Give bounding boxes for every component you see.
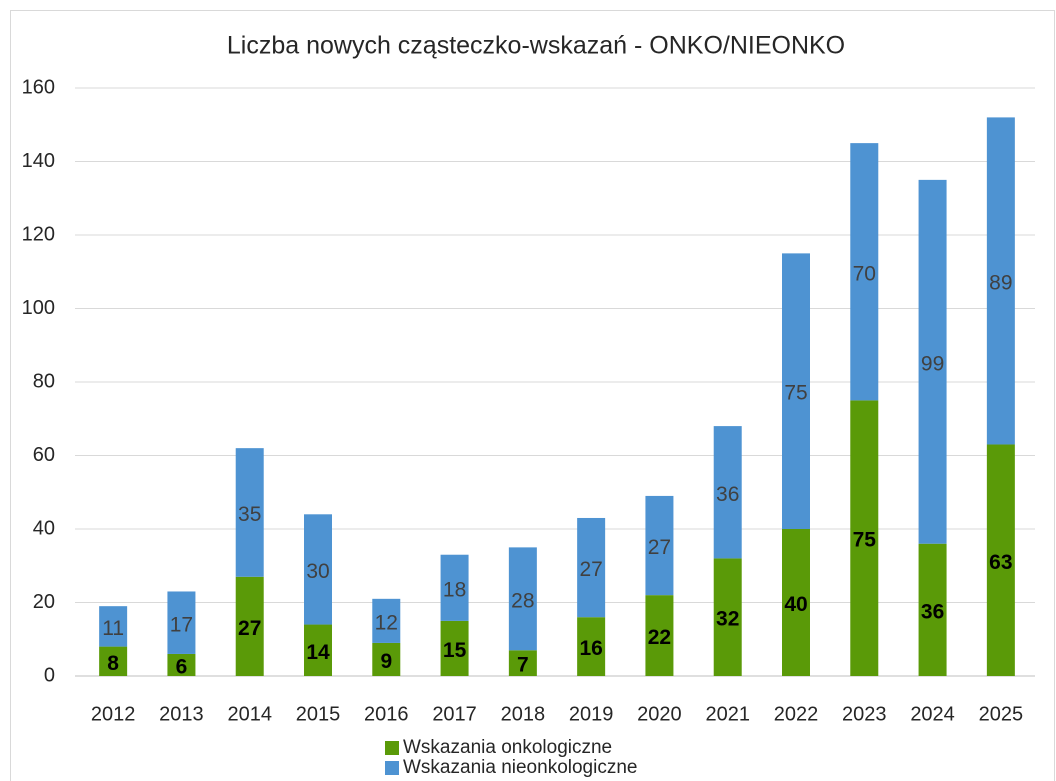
- x-tick-label: 2025: [979, 703, 1024, 725]
- bar-segment: [645, 495, 674, 596]
- data-label: 89: [989, 271, 1012, 294]
- bar-segment: [235, 448, 264, 577]
- bar-segment: [235, 576, 264, 676]
- data-label: 36: [716, 483, 739, 506]
- data-label: 32: [716, 608, 739, 631]
- data-label: 30: [306, 560, 329, 583]
- data-label: 27: [579, 558, 602, 581]
- bar-segment: [850, 400, 879, 676]
- bar-segment: [304, 514, 332, 625]
- data-label: 9: [380, 650, 392, 673]
- y-tick-label: 40: [33, 517, 55, 539]
- bar-segment: [577, 517, 606, 618]
- data-label: 8: [107, 652, 119, 675]
- bar-segment: [508, 547, 537, 651]
- bar-segment: [713, 558, 742, 676]
- data-label: 12: [375, 611, 398, 634]
- legend-label: Wskazania nieonkologiczne: [403, 757, 637, 778]
- data-label: 35: [238, 503, 261, 526]
- bar-segment: [372, 598, 401, 643]
- y-tick-label: 100: [22, 297, 55, 319]
- y-tick-label: 80: [33, 370, 55, 392]
- x-tick-label: 2023: [842, 703, 887, 725]
- legend-swatch: [385, 741, 399, 755]
- data-label: 15: [443, 639, 467, 662]
- y-tick-label: 0: [44, 664, 55, 686]
- data-label: 17: [170, 613, 193, 636]
- y-tick-label: 120: [22, 223, 55, 245]
- x-tick-label: 2018: [501, 703, 546, 725]
- bar-segment: [713, 426, 742, 559]
- data-label: 22: [648, 626, 671, 649]
- bar-segment: [167, 653, 196, 676]
- bar-segment: [99, 646, 128, 676]
- data-label: 14: [306, 641, 330, 664]
- x-tick-label: 2022: [774, 703, 819, 725]
- data-label: 99: [921, 352, 944, 375]
- bar-segment: [577, 617, 606, 676]
- data-label: 28: [511, 589, 534, 612]
- bar-segment: [440, 554, 469, 621]
- bar-segment: [918, 543, 947, 676]
- chart-title: Liczba nowych cząsteczko-wskazań - ONKO/…: [227, 32, 845, 60]
- x-tick-label: 2019: [569, 703, 614, 725]
- data-label: 70: [853, 262, 876, 285]
- bar-segment: [99, 606, 128, 647]
- data-label: 16: [579, 637, 602, 660]
- bar-segment: [918, 179, 947, 544]
- x-tick-label: 2014: [227, 703, 272, 725]
- bar-segment: [372, 642, 401, 676]
- bar-segment: [645, 595, 674, 676]
- x-tick-label: 2024: [910, 703, 955, 725]
- data-label: 18: [443, 578, 466, 601]
- y-tick-label: 60: [33, 444, 55, 466]
- bar-segment: [986, 117, 1015, 445]
- data-label: 27: [648, 536, 671, 559]
- data-label: 40: [784, 593, 807, 616]
- y-tick-label: 20: [33, 591, 55, 613]
- data-label: 27: [238, 617, 261, 640]
- x-tick-label: 2013: [159, 703, 204, 725]
- x-tick-label: 2017: [432, 703, 477, 725]
- bar-segment: [782, 253, 810, 529]
- y-tick-label: 160: [22, 76, 55, 98]
- bar-segment: [167, 591, 196, 654]
- data-label: 7: [517, 654, 529, 677]
- x-tick-label: 2012: [91, 703, 136, 725]
- data-label: 11: [102, 617, 124, 640]
- y-tick-label: 140: [22, 150, 55, 172]
- legend-label: Wskazania onkologiczne: [403, 737, 612, 758]
- bar-segment: [782, 529, 810, 676]
- legend-swatch: [385, 761, 399, 775]
- data-label: 63: [989, 551, 1012, 574]
- x-tick-label: 2021: [705, 703, 750, 725]
- bar-segment: [440, 620, 469, 676]
- data-label: 36: [921, 600, 944, 623]
- x-tick-label: 2015: [296, 703, 341, 725]
- bar-segment: [304, 624, 332, 676]
- data-label: 75: [784, 382, 807, 405]
- data-label: 6: [176, 656, 188, 679]
- bar-segment: [986, 444, 1015, 676]
- x-tick-label: 2016: [364, 703, 409, 725]
- bar-segment: [850, 143, 879, 401]
- bar-segment: [508, 650, 537, 676]
- x-tick-label: 2020: [637, 703, 682, 725]
- data-label: 75: [853, 529, 877, 552]
